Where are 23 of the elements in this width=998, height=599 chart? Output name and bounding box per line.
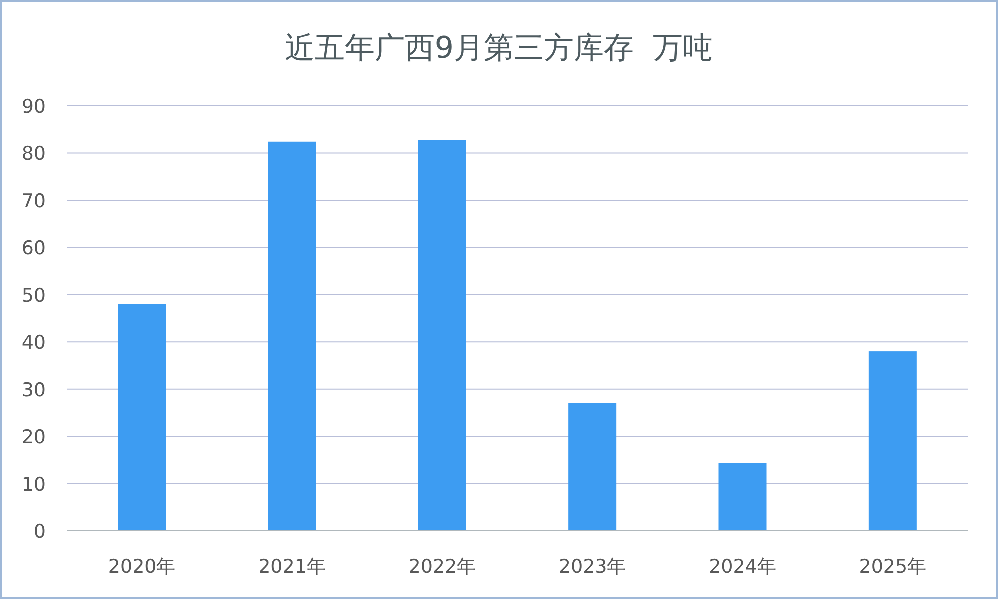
chart-title: 近五年广西9月第三方库存 万吨 (284, 31, 714, 66)
x-tick-label: 2023年 (558, 556, 626, 578)
y-tick-label: 90 (22, 96, 46, 118)
x-tick-label: 2022年 (408, 556, 476, 578)
y-tick-label: 80 (22, 143, 46, 166)
x-tick-label: 2025年 (859, 556, 927, 578)
y-tick-label: 50 (22, 284, 46, 307)
y-tick-label: 30 (22, 379, 46, 402)
y-tick-label: 10 (22, 474, 46, 496)
bar (718, 463, 767, 531)
x-tick-label: 2024年 (709, 556, 776, 578)
x-tick-label: 2020年 (108, 556, 176, 578)
x-tick-label: 2021年 (258, 556, 326, 578)
y-tick-label: 20 (22, 426, 46, 449)
y-tick-label: 70 (22, 190, 46, 212)
bar (268, 142, 316, 531)
bar (118, 304, 166, 531)
bar (868, 352, 917, 531)
bar (568, 404, 617, 531)
y-tick-label: 0 (34, 521, 46, 543)
y-tick-label: 40 (22, 332, 46, 354)
bar (418, 140, 466, 531)
y-tick-label: 60 (22, 238, 46, 260)
